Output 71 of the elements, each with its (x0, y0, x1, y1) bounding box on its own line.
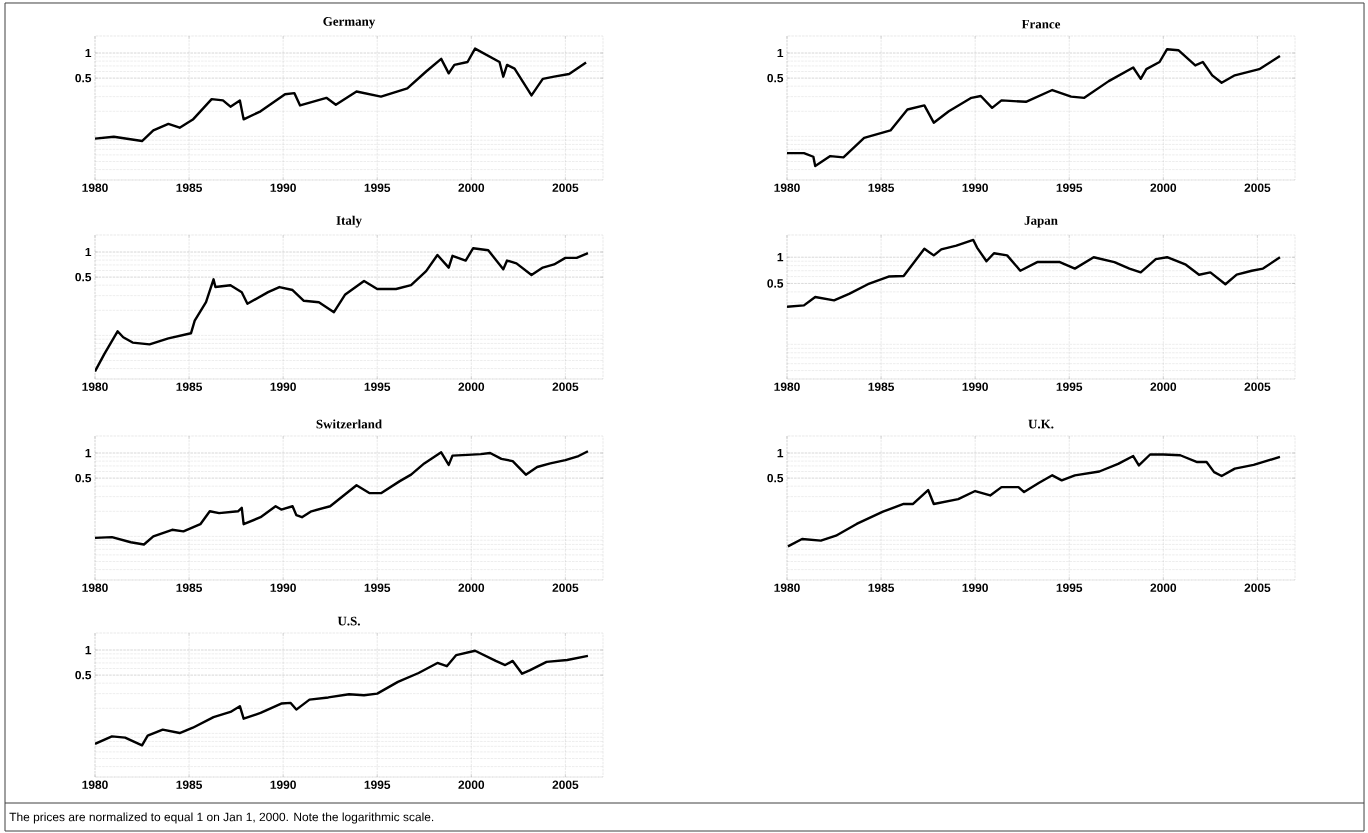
x-tick-label: 2005 (552, 583, 579, 592)
x-tick-label: 1985 (176, 583, 203, 592)
x-tick-label: 1995 (364, 583, 391, 592)
x-tick-label: 1990 (962, 183, 988, 192)
x-tick-label: 1980 (82, 382, 108, 391)
x-tick-label: 2005 (552, 780, 579, 789)
chart-title: France (1021, 19, 1061, 29)
y-tick-label: 0.5 (75, 272, 92, 282)
x-tick-label: 1990 (962, 382, 988, 391)
x-tick-label: 1980 (774, 583, 800, 592)
x-tick-label: 1990 (270, 583, 296, 592)
text: The prices are normalized to equal 1 on Jan 1, 2000. Note the logarithmic scale. (9, 812, 434, 824)
line-series (95, 247, 590, 373)
x-tick-label: 1980 (774, 382, 800, 391)
x-tick-label: 1985 (176, 780, 203, 789)
x-tick-label: 1995 (364, 183, 391, 192)
y-tick-label: 1 (777, 448, 784, 458)
x-tick-label: 2005 (552, 183, 579, 192)
chart-title: Germany (323, 17, 376, 29)
x-tick-label: 2000 (1150, 183, 1177, 192)
x-tick-label: 1985 (176, 183, 203, 192)
x-tick-label: 1980 (82, 780, 108, 789)
x-tick-label: 2000 (458, 780, 485, 789)
y-tick-label: 0.5 (75, 670, 92, 680)
y-tick-label: 1 (777, 253, 784, 262)
y-tick-label: 0.5 (767, 279, 784, 288)
line-series (787, 453, 1282, 548)
line-series (95, 450, 590, 546)
x-tick-label: 1980 (82, 183, 108, 192)
x-tick-label: 1985 (868, 583, 895, 592)
x-tick-label: 1985 (868, 183, 895, 192)
x-tick-label: 1980 (774, 183, 800, 192)
x-tick-label: 1980 (82, 583, 108, 592)
x-tick-label: 1985 (868, 382, 895, 391)
x-tick-label: 2005 (1244, 183, 1271, 192)
chart-title: U.K. (1028, 419, 1054, 429)
x-tick-label: 1990 (270, 382, 296, 391)
y-tick-label: 0.5 (767, 473, 784, 483)
x-tick-label: 1985 (176, 382, 203, 391)
chart-title: U.S. (337, 616, 360, 626)
x-tick-label: 2000 (1150, 583, 1177, 592)
line-series (95, 649, 590, 747)
x-tick-label: 1995 (1056, 382, 1083, 391)
x-tick-label: 2005 (1244, 382, 1271, 391)
x-tick-label: 2000 (458, 382, 485, 391)
x-tick-label: 2005 (552, 382, 579, 391)
y-tick-label: 0.5 (75, 473, 92, 483)
line-series (95, 47, 588, 143)
x-tick-label: 1990 (962, 583, 988, 592)
y-tick-label: 0.5 (767, 73, 784, 83)
chart-title: Italy (336, 215, 362, 228)
x-tick-label: 1995 (1056, 183, 1083, 192)
x-tick-label: 1995 (364, 382, 391, 391)
x-tick-label: 2005 (1244, 583, 1271, 592)
y-tick-label: 0.5 (75, 73, 92, 83)
x-tick-label: 1990 (270, 183, 296, 192)
x-tick-label: 1990 (270, 780, 296, 789)
chart-title: Japan (1024, 216, 1058, 228)
x-tick-label: 2000 (458, 583, 485, 592)
y-tick-label: 1 (85, 247, 92, 257)
x-tick-label: 2000 (458, 183, 485, 192)
y-tick-label: 1 (85, 448, 92, 458)
x-tick-label: 1995 (364, 780, 391, 789)
line-series (787, 238, 1282, 308)
y-tick-label: 1 (85, 48, 92, 58)
x-tick-label: 1995 (1056, 583, 1083, 592)
y-tick-label: 1 (777, 48, 784, 58)
line-series (787, 48, 1282, 168)
chart-title: Switzerland (316, 419, 382, 429)
x-tick-label: 2000 (1150, 382, 1177, 391)
y-tick-label: 1 (85, 645, 92, 655)
